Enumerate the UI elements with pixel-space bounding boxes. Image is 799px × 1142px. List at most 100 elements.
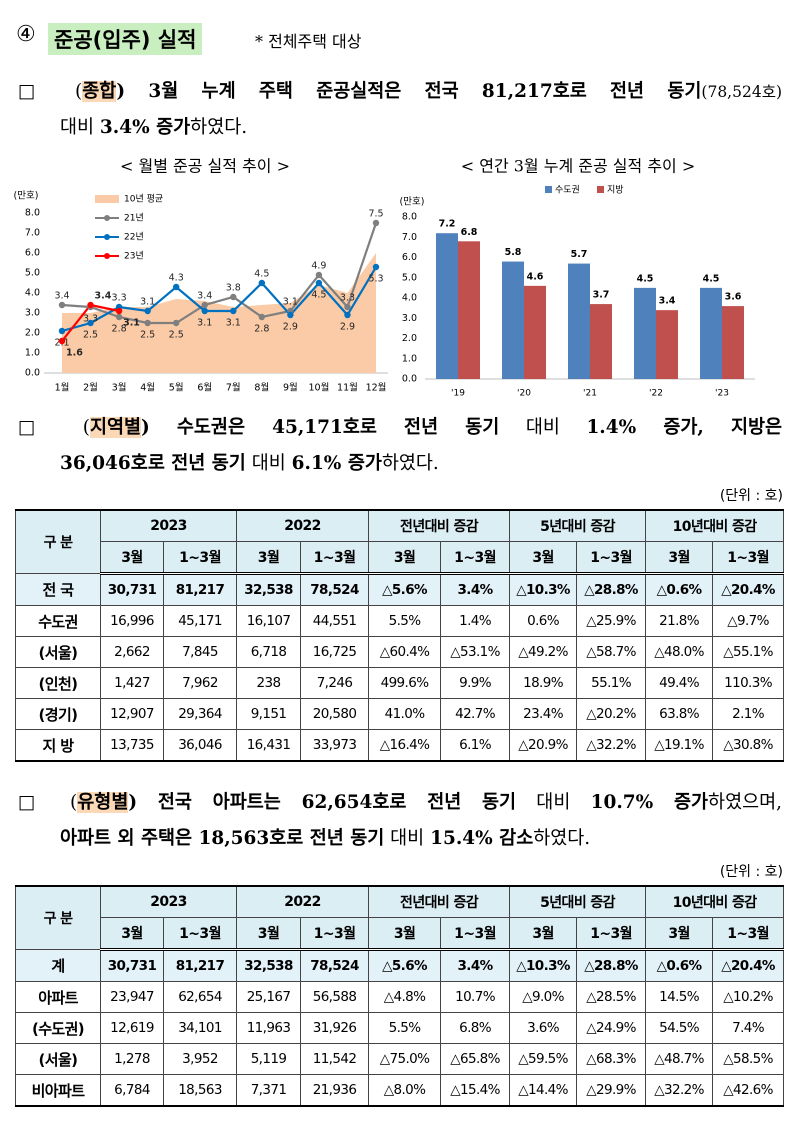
section-note: * 전체주택 대상 [255,32,362,51]
line: 대비 3.4% 증가하였다. [18,110,782,146]
marker [172,319,180,327]
line: 36,046호로 전년 동기 대비 6.1% 증가하였다. [18,446,782,482]
cell: 21,936 [300,1074,370,1107]
table-row: 지 방 13,735 36,046 16,431 33,973 △16.4% 6.1% △20… [15,729,785,762]
cell: 6,718 [236,636,302,668]
text: □ ( [18,417,90,438]
header-cell: 3월 [645,541,714,575]
table-row: (서울) 1,278 3,952 5,119 11,542 △75.0% △65.8% △59… [15,1043,785,1075]
cell: △4.8% [368,981,442,1013]
cell: 49.4% [645,667,714,699]
table-row: 전 국 30,731 81,217 32,538 78,524 △5.6% 3.4% △10.… [15,573,785,606]
legend-swatch [545,186,552,193]
marker [344,303,351,311]
data-label: 3.3 [112,293,127,304]
bar [656,310,678,379]
row-label: 계 [15,949,101,982]
cell: 30,731 [100,573,164,606]
data-label: 4.5 [703,273,720,284]
text: 15.4% 감소 [430,828,534,849]
section-title: 준공(입주) 실적 [48,23,203,55]
y-tick-label: 8.0 [25,208,40,219]
data-label: 2.5 [169,330,184,341]
table-row: 아파트 23,947 62,654 25,167 56,588 △4.8% 10.7% △9.… [15,981,785,1013]
cell: 20,580 [300,698,370,730]
cell: 7,246 [300,667,370,699]
marker [315,271,323,279]
cell: △30.8% [712,729,785,762]
text: , 지방은 [697,417,782,438]
cell: 54.5% [645,1012,714,1044]
cell: 0.6% [509,605,578,637]
data-label: 5.7 [571,249,588,260]
x-tick-label: '21 [583,389,597,399]
data-label: 3.7 [593,290,610,301]
cell: △25.9% [576,605,647,637]
row-label: 전 국 [15,573,101,606]
marker [372,219,380,227]
cell: △20.4% [712,573,785,606]
table-row: (서울) 2,662 7,845 6,718 16,725 △60.4% △53.1% △49… [15,636,785,668]
y-tick-label: 3.0 [25,308,40,319]
data-label: 3.1 [140,297,155,308]
y-tick-label: 8.0 [402,212,417,223]
text: 10.7% 증가 [590,792,709,813]
cell: 16,725 [300,636,370,668]
y-tick-label: 3.0 [402,313,417,324]
table-wrap: 구 분 2023 2022 전년대비 증감 5년대비 증감 10년대비 증감 3월 1~3월 3… [15,509,785,762]
cell: △68.3% [576,1043,647,1075]
text: 하였다. [533,828,591,849]
data-label: 3.1 [226,318,241,329]
header-cell: 구 분 [15,509,101,574]
cell: 2,662 [100,636,164,668]
text: (78,524호) [701,83,782,101]
data-label: 3.1 [123,318,140,329]
row-label: 지 방 [15,729,101,762]
y-axis-label: (만호) [400,197,424,208]
cell: 23,947 [100,981,164,1013]
cell: 16,107 [236,605,302,637]
y-tick-label: 7.0 [402,232,417,243]
cell: △10.3% [509,573,578,606]
cell: 1,278 [100,1043,164,1075]
cell: 45,171 [162,605,238,637]
cell: 32,538 [236,949,302,982]
line: □ (종합) 3월 누계 주택 준공실적은 전국 81,217호로 전년 동기(… [18,74,782,110]
cell: 78,524 [300,949,370,982]
legend-swatch [104,215,110,221]
data-label: 1.6 [66,348,83,359]
data-label: 4.6 [527,271,544,282]
x-tick-label: 12월 [366,382,387,394]
cell: 16,431 [236,729,302,762]
bar [458,241,480,379]
x-tick-label: 8월 [254,382,269,394]
table-wrap: 구 분 2023 2022 전년대비 증감 5년대비 증감 10년대비 증감 3월 1~3월 3… [15,885,785,1107]
cell: 12,619 [100,1012,164,1044]
legend-label: 수도권 [555,184,580,196]
data-label: 3.1 [283,297,298,308]
text: 3.4% 증가 [99,117,191,138]
header-cell: 1~3월 [712,541,785,575]
data-label: 2.5 [83,330,98,341]
table-row: (경기) 12,907 29,364 9,151 20,580 41.0% 42.7% 23.… [15,698,785,730]
paragraph: □ (유형별) 전국 아파트는 62,654호로 전년 동기 대비 10.7% … [18,785,782,857]
cell: 42.7% [440,698,511,730]
cell: △20.2% [576,698,647,730]
cell: 110.3% [712,667,785,699]
row-label: (서울) [15,1043,101,1075]
cell: △75.0% [368,1043,442,1075]
text: ) 수도권은 45,171호로 전년 동기 [141,417,500,438]
marker [201,301,208,309]
header-cell: 1~3월 [300,541,370,575]
cell: △10.3% [509,949,578,982]
header-cell: 구 분 [15,885,101,950]
text: 36,046호로 전년 동기 [60,453,246,474]
cell: △28.8% [576,573,647,606]
cell: 18.9% [509,667,578,699]
data-label: 3.4 [197,291,212,302]
y-tick-label: 2.0 [402,333,417,344]
y-tick-label: 5.0 [25,268,40,279]
paragraph: □ (지역별) 수도권은 45,171호로 전년 동기 대비 1.4% 증가, … [18,410,782,482]
marker [87,301,94,309]
